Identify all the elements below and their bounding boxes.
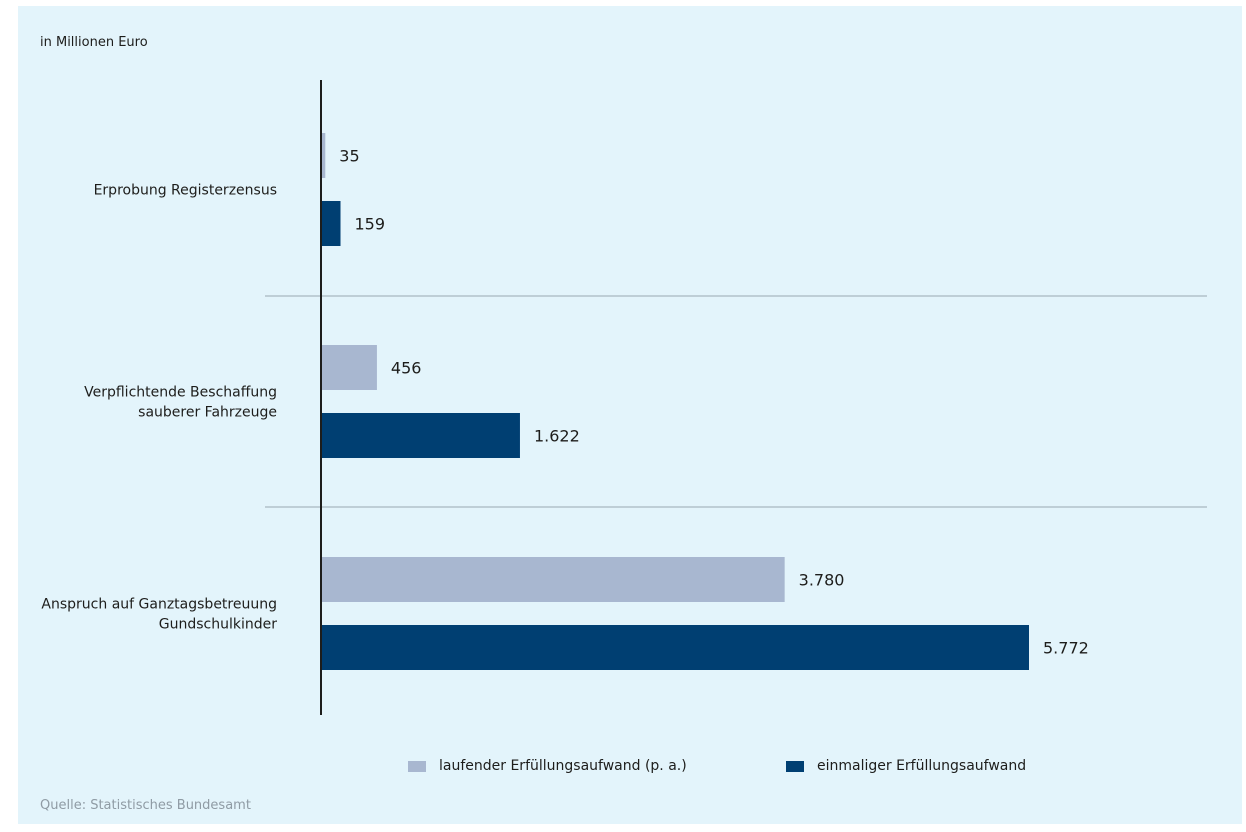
legend: laufender Erfüllungsaufwand (p. a.) einm…	[0, 758, 1246, 778]
value-label-einmalig-1: 159	[355, 215, 386, 234]
value-label-laufend-3: 3.780	[799, 571, 845, 590]
legend-label-laufend: laufender Erfüllungsaufwand (p. a.)	[439, 758, 687, 774]
category-label-3-line-1: Anspruch auf Ganztagsbetreuung	[41, 597, 277, 613]
bar-laufend-1	[321, 133, 326, 178]
category-label-2-line-2: sauberer Fahrzeuge	[138, 405, 277, 421]
bar-laufend-2	[321, 345, 377, 390]
value-label-einmalig-2: 1.622	[534, 427, 580, 446]
legend-label-einmalig: einmaliger Erfüllungsaufwand	[817, 758, 1027, 774]
legend-item-einmalig: einmaliger Erfüllungsaufwand	[786, 758, 1026, 774]
value-label-laufend-1: 35	[339, 147, 359, 166]
legend-swatch-einmalig	[786, 760, 804, 772]
bar-einmalig-3	[321, 625, 1029, 670]
category-label-2-line-1: Verpflichtende Beschaffung	[84, 385, 277, 401]
bar-einmalig-1	[321, 201, 341, 246]
category-label-1: Erprobung Registerzensus	[94, 183, 277, 199]
unit-label: in Millionen Euro	[40, 35, 148, 50]
chart-panel	[18, 6, 1242, 824]
legend-item-laufend: laufender Erfüllungsaufwand (p. a.)	[408, 758, 687, 774]
source-note: Quelle: Statistisches Bundesamt	[40, 798, 251, 813]
bar-einmalig-2	[321, 413, 520, 458]
category-label-3-line-2: Gundschulkinder	[159, 617, 277, 633]
legend-swatch-laufend	[408, 760, 426, 772]
value-label-laufend-2: 456	[391, 359, 422, 378]
value-label-einmalig-3: 5.772	[1043, 639, 1089, 658]
bar-laufend-3	[321, 557, 785, 602]
